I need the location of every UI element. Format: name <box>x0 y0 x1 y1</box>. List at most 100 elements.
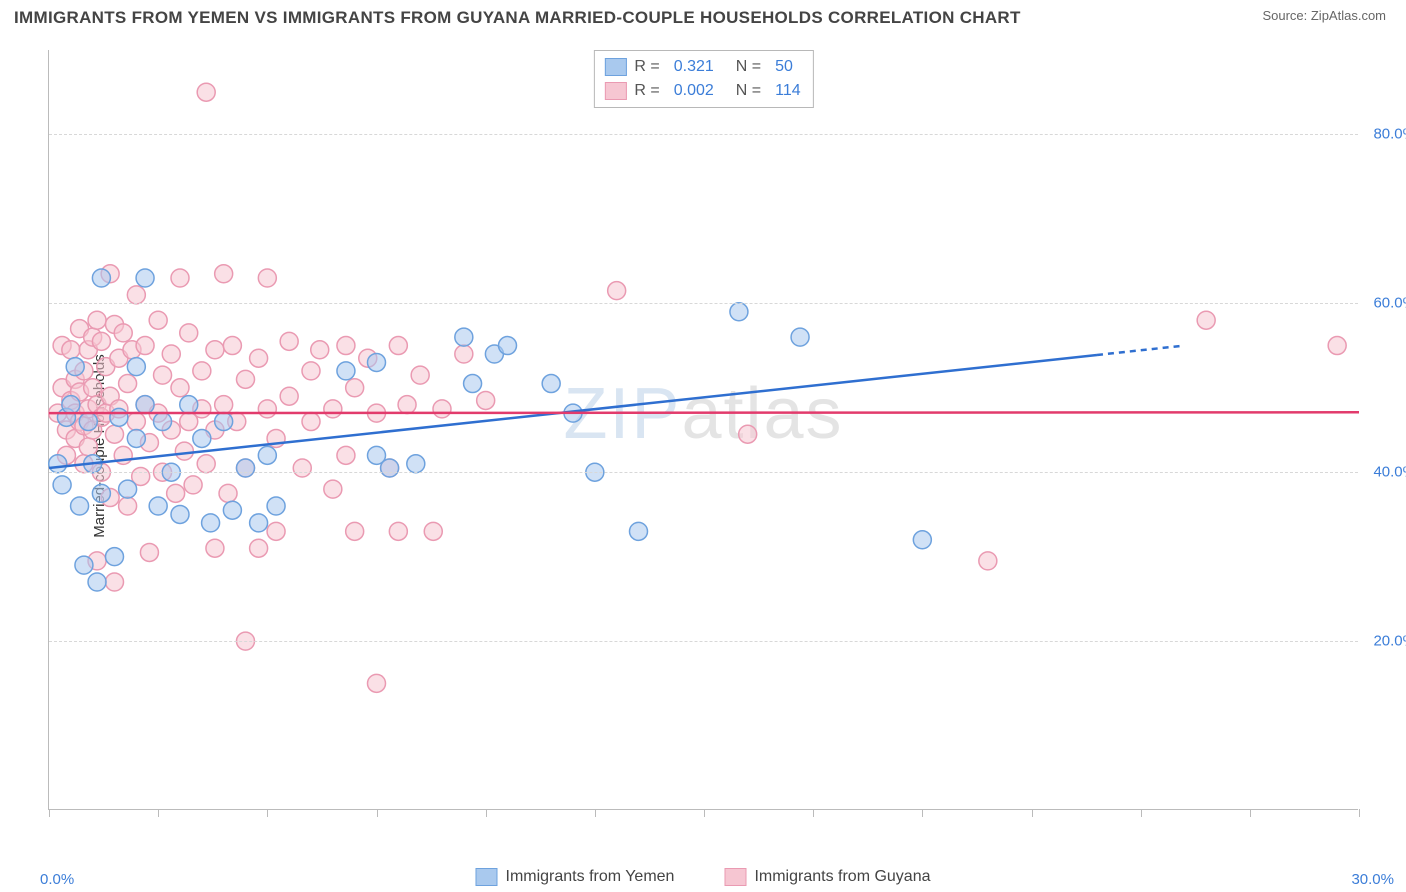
legend-correlation: R =0.321N =50R =0.002N =114 <box>593 50 813 108</box>
scatter-point-guyana <box>162 345 180 363</box>
scatter-point-guyana <box>1197 311 1215 329</box>
scatter-point-yemen <box>202 514 220 532</box>
scatter-point-guyana <box>106 425 124 443</box>
scatter-point-guyana <box>608 282 626 300</box>
x-tick-max: 30.0% <box>1351 871 1394 888</box>
scatter-point-yemen <box>267 497 285 515</box>
scatter-point-guyana <box>346 522 364 540</box>
scatter-point-yemen <box>49 455 67 473</box>
grid-line <box>49 641 1358 642</box>
grid-line <box>49 134 1358 135</box>
scatter-point-yemen <box>127 429 145 447</box>
x-tick-min: 0.0% <box>40 871 74 888</box>
scatter-point-guyana <box>106 573 124 591</box>
scatter-point-guyana <box>267 522 285 540</box>
x-tick <box>595 809 596 817</box>
x-tick <box>1032 809 1033 817</box>
x-tick <box>704 809 705 817</box>
scatter-point-yemen <box>455 328 473 346</box>
scatter-point-yemen <box>53 476 71 494</box>
scatter-point-yemen <box>499 337 517 355</box>
chart-svg <box>49 50 1358 809</box>
scatter-point-yemen <box>66 358 84 376</box>
scatter-point-guyana <box>411 366 429 384</box>
scatter-point-guyana <box>175 442 193 460</box>
scatter-point-guyana <box>1328 337 1346 355</box>
scatter-point-guyana <box>171 269 189 287</box>
x-tick <box>158 809 159 817</box>
legend-label: Immigrants from Yemen <box>505 868 674 886</box>
scatter-point-guyana <box>193 362 211 380</box>
scatter-point-guyana <box>119 497 137 515</box>
legend-label: Immigrants from Guyana <box>754 868 930 886</box>
scatter-point-guyana <box>324 400 342 418</box>
scatter-point-guyana <box>302 362 320 380</box>
x-tick <box>1359 809 1360 817</box>
scatter-point-yemen <box>154 413 172 431</box>
scatter-point-yemen <box>542 375 560 393</box>
scatter-point-guyana <box>127 286 145 304</box>
scatter-point-guyana <box>84 379 102 397</box>
scatter-point-yemen <box>171 505 189 523</box>
scatter-point-guyana <box>389 337 407 355</box>
scatter-point-guyana <box>79 438 97 456</box>
scatter-point-guyana <box>206 341 224 359</box>
r-value: 0.321 <box>674 55 714 79</box>
scatter-point-guyana <box>215 265 233 283</box>
scatter-point-guyana <box>433 400 451 418</box>
scatter-point-guyana <box>455 345 473 363</box>
scatter-point-yemen <box>791 328 809 346</box>
scatter-point-yemen <box>75 556 93 574</box>
trend-line-ext-yemen <box>1097 346 1184 355</box>
swatch-yemen <box>475 868 497 886</box>
legend-row-guyana: R =0.002N =114 <box>604 79 802 103</box>
scatter-point-guyana <box>398 396 416 414</box>
scatter-point-guyana <box>88 311 106 329</box>
chart-title: IMMIGRANTS FROM YEMEN VS IMMIGRANTS FROM… <box>14 8 1021 28</box>
x-tick <box>1141 809 1142 817</box>
swatch-guyana <box>724 868 746 886</box>
scatter-point-yemen <box>464 375 482 393</box>
scatter-point-yemen <box>180 396 198 414</box>
y-tick-label: 40.0% <box>1364 464 1406 481</box>
scatter-point-yemen <box>337 362 355 380</box>
legend-item-guyana: Immigrants from Guyana <box>724 868 930 886</box>
scatter-point-yemen <box>92 484 110 502</box>
scatter-point-guyana <box>197 455 215 473</box>
scatter-point-yemen <box>258 446 276 464</box>
scatter-point-yemen <box>127 358 145 376</box>
scatter-point-yemen <box>237 459 255 477</box>
scatter-point-guyana <box>62 341 80 359</box>
scatter-point-yemen <box>106 548 124 566</box>
scatter-point-guyana <box>180 324 198 342</box>
scatter-point-yemen <box>250 514 268 532</box>
n-value: 114 <box>775 79 801 103</box>
scatter-point-guyana <box>219 484 237 502</box>
scatter-point-guyana <box>250 349 268 367</box>
r-label: R = <box>634 79 659 103</box>
scatter-point-yemen <box>149 497 167 515</box>
x-tick <box>267 809 268 817</box>
scatter-point-guyana <box>136 337 154 355</box>
scatter-point-guyana <box>280 387 298 405</box>
y-tick-label: 60.0% <box>1364 295 1406 312</box>
n-value: 50 <box>775 55 793 79</box>
scatter-point-guyana <box>223 337 241 355</box>
legend-item-yemen: Immigrants from Yemen <box>475 868 674 886</box>
scatter-point-guyana <box>237 370 255 388</box>
scatter-point-yemen <box>630 522 648 540</box>
scatter-point-guyana <box>389 522 407 540</box>
scatter-point-yemen <box>136 269 154 287</box>
scatter-point-guyana <box>154 366 172 384</box>
scatter-point-yemen <box>368 353 386 371</box>
scatter-point-guyana <box>311 341 329 359</box>
scatter-point-yemen <box>110 408 128 426</box>
scatter-point-guyana <box>258 400 276 418</box>
scatter-point-yemen <box>92 269 110 287</box>
swatch-guyana <box>604 82 626 100</box>
scatter-point-guyana <box>346 379 364 397</box>
scatter-point-guyana <box>206 539 224 557</box>
scatter-point-guyana <box>258 269 276 287</box>
scatter-point-guyana <box>197 83 215 101</box>
scatter-point-guyana <box>184 476 202 494</box>
